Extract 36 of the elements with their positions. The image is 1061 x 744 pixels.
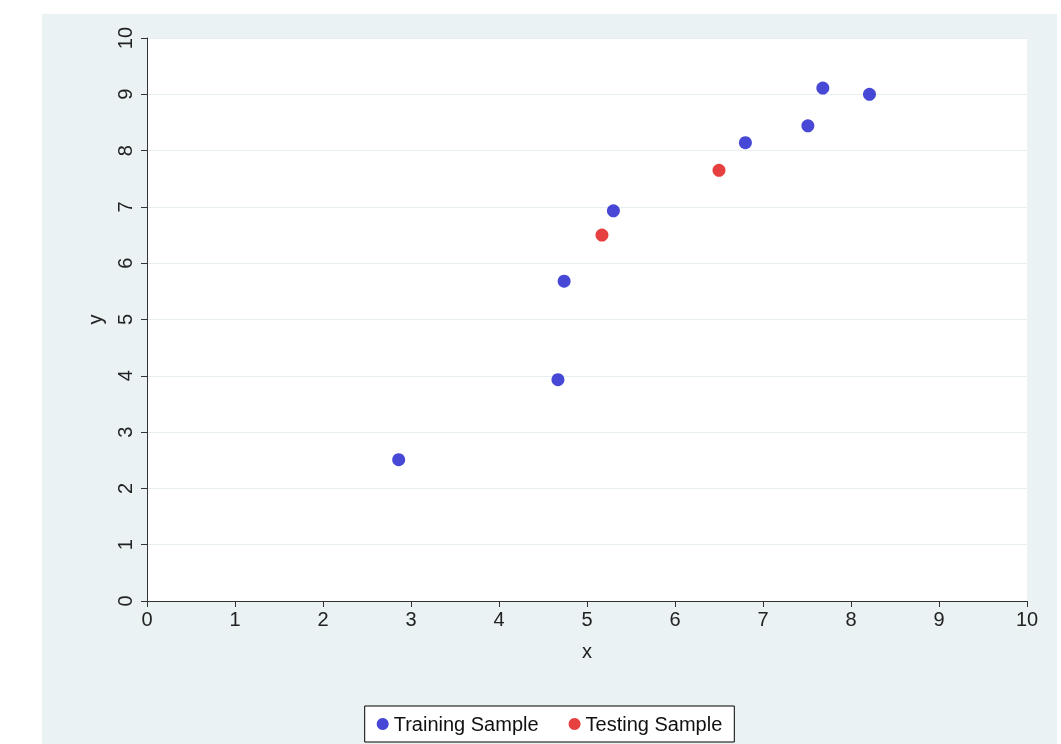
y-tick-label: 10: [114, 26, 136, 50]
y-tick-label: 3: [114, 426, 136, 438]
x-tick-label: 1: [229, 608, 241, 630]
x-tick-label: 6: [669, 608, 681, 630]
point: [551, 373, 565, 387]
point: [712, 163, 726, 177]
y-tick-label: 4: [114, 370, 136, 382]
y-tick-label: 9: [114, 88, 136, 100]
point: [595, 228, 609, 242]
y-tick-label: 0: [114, 595, 136, 607]
x-tick-label: 10: [1015, 608, 1039, 630]
x-tick-label: 5: [581, 608, 593, 630]
point: [392, 453, 406, 467]
y-tick-label: 5: [114, 313, 136, 326]
y-tick-label: 7: [114, 201, 136, 213]
point: [557, 274, 571, 288]
y-tick-label: 8: [114, 145, 136, 157]
point: [606, 204, 620, 218]
x-tick-label: 7: [757, 608, 769, 630]
point: [738, 136, 752, 150]
x-tick-label: 4: [493, 608, 505, 630]
x-tick-label: 9: [933, 608, 945, 630]
y-tick-label: 6: [114, 257, 136, 269]
point: [801, 119, 815, 133]
legend-label: Training Sample: [393, 713, 539, 735]
x-tick-label: 2: [317, 608, 329, 630]
legend-label: Testing Sample: [585, 713, 723, 735]
y-axis-title: y: [84, 314, 106, 325]
x-tick-label: 3: [405, 608, 417, 630]
x-axis-title: x: [582, 640, 592, 662]
x-tick-label: 0: [141, 608, 153, 630]
x-tick-label: 8: [845, 608, 857, 630]
y-tick-label: 2: [114, 482, 136, 494]
point: [862, 87, 876, 101]
point: [816, 81, 830, 95]
y-tick-label: 1: [114, 539, 136, 551]
